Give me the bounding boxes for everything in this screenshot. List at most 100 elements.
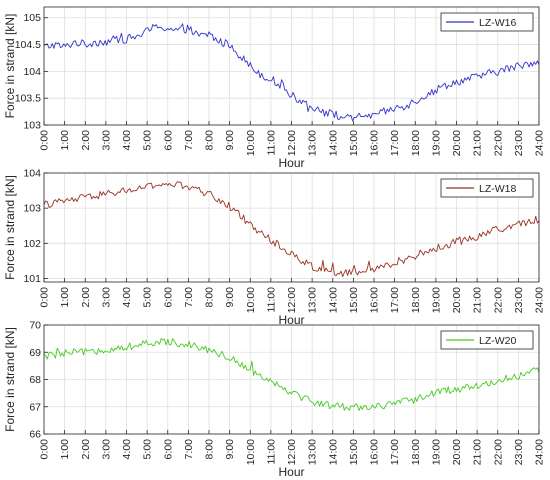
x-tick-label: 1:00 [59,287,71,308]
y-tick-label: 102 [23,238,41,250]
x-tick-label: 13:00 [307,130,319,156]
y-axis-label: Force in strand [kN] [3,175,17,280]
x-tick-label: 24:00 [534,130,546,156]
legend-box [440,12,534,32]
legend-label: LZ-W18 [479,183,517,195]
y-tick-label: 104.5 [15,39,41,51]
x-tick-label: 6:00 [162,130,174,151]
y-tick-label: 101 [23,273,41,285]
x-tick-label: 7:00 [183,130,195,151]
x-tick-label: 24:00 [534,439,546,465]
x-tick-label: 19:00 [430,439,442,465]
x-tick-label: 2:00 [80,287,92,308]
chart-panel-lz-w20: LZ-W20 0:00 1:00 2:00 3:00 4:00 5:00 6:00 7:00 8:… [3,320,546,480]
chart-panel-lz-w18: LZ-W18 0:00 1:00 2:00 3:00 4:00 5:00 6:00 7:00 8:… [3,168,546,328]
y-tick-label: 103.5 [15,93,41,105]
chart-panel-lz-w16: LZ-W16 0:00 1:00 2:00 3:00 4:00 5:00 6:00 7:00 8:… [3,6,546,170]
x-tick-label: 15:00 [348,287,360,313]
y-tick-label: 103 [23,120,41,132]
x-tick-label: 11:00 [265,287,277,313]
x-tick-label: 2:00 [80,130,92,151]
x-tick-label: 16:00 [369,439,381,465]
x-tick-label: 18:00 [410,439,422,465]
x-tick-label: 15:00 [348,130,360,156]
x-tick-label: 1:00 [59,439,71,460]
x-tick-label: 19:00 [430,130,442,156]
legend-label: LZ-W20 [479,335,517,347]
series-line [43,181,540,278]
x-tick-label: 17:00 [389,130,401,156]
x-tick-label: 15:00 [348,439,360,465]
y-tick-label: 67 [29,401,41,413]
legend-box [440,330,534,350]
x-tick-label: 5:00 [142,439,154,460]
legend-label: LZ-W16 [479,17,517,29]
x-tick-label: 23:00 [513,287,525,313]
x-tick-label: 2:00 [80,439,92,460]
x-tick-label: 18:00 [410,130,422,156]
x-tick-label: 0:00 [39,439,51,460]
legend-box [440,178,534,198]
x-tick-label: 13:00 [307,439,319,465]
x-axis-label: Hour [278,465,304,479]
x-tick-label: 17:00 [389,287,401,313]
x-tick-label: 12:00 [286,130,298,156]
x-tick-label: 14:00 [327,130,339,156]
x-tick-label: 0:00 [39,287,51,308]
y-tick-label: 104 [23,66,41,78]
x-tick-label: 14:00 [327,287,339,313]
x-tick-label: 12:00 [286,287,298,313]
x-tick-label: 3:00 [100,130,112,151]
y-tick-label: 103 [23,203,41,215]
x-tick-label: 10:00 [245,439,257,465]
x-tick-label: 20:00 [451,287,463,313]
x-tick-label: 13:00 [307,287,319,313]
x-tick-label: 24:00 [534,287,546,313]
x-tick-label: 4:00 [121,130,133,151]
x-tick-label: 12:00 [286,439,298,465]
x-tick-label: 6:00 [162,439,174,460]
x-axis-label: Hour [278,156,304,170]
x-tick-label: 16:00 [369,287,381,313]
x-tick-label: 21:00 [472,130,484,156]
x-tick-label: 8:00 [204,439,216,460]
x-tick-label: 23:00 [513,130,525,156]
x-tick-label: 20:00 [451,439,463,465]
x-tick-label: 10:00 [245,130,257,156]
y-tick-label: 68 [29,374,41,386]
x-tick-label: 16:00 [369,130,381,156]
y-axis-label: Force in strand [kN] [3,14,17,119]
x-tick-label: 21:00 [472,287,484,313]
x-tick-label: 3:00 [100,439,112,460]
x-tick-label: 1:00 [59,130,71,151]
x-tick-label: 18:00 [410,287,422,313]
x-tick-label: 11:00 [265,439,277,465]
y-tick-label: 66 [29,429,41,441]
y-tick-label: 69 [29,347,41,359]
x-tick-label: 9:00 [224,287,236,308]
x-axis-label: Hour [278,313,304,327]
x-tick-label: 17:00 [389,439,401,465]
x-tick-label: 10:00 [245,287,257,313]
x-tick-label: 6:00 [162,287,174,308]
x-tick-label: 22:00 [492,130,504,156]
x-tick-label: 22:00 [492,439,504,465]
y-tick-label: 105 [23,12,41,24]
x-tick-label: 7:00 [183,439,195,460]
x-tick-label: 22:00 [492,287,504,313]
x-tick-label: 21:00 [472,439,484,465]
x-tick-label: 19:00 [430,287,442,313]
series-line [43,23,540,122]
x-tick-label: 7:00 [183,287,195,308]
x-tick-label: 11:00 [265,130,277,156]
x-tick-label: 23:00 [513,439,525,465]
x-tick-label: 3:00 [100,287,112,308]
series-line [43,338,540,411]
x-tick-label: 14:00 [327,439,339,465]
x-tick-label: 5:00 [142,287,154,308]
x-tick-label: 8:00 [204,287,216,308]
x-tick-label: 20:00 [451,130,463,156]
x-tick-label: 4:00 [121,439,133,460]
y-tick-label: 70 [29,320,41,332]
